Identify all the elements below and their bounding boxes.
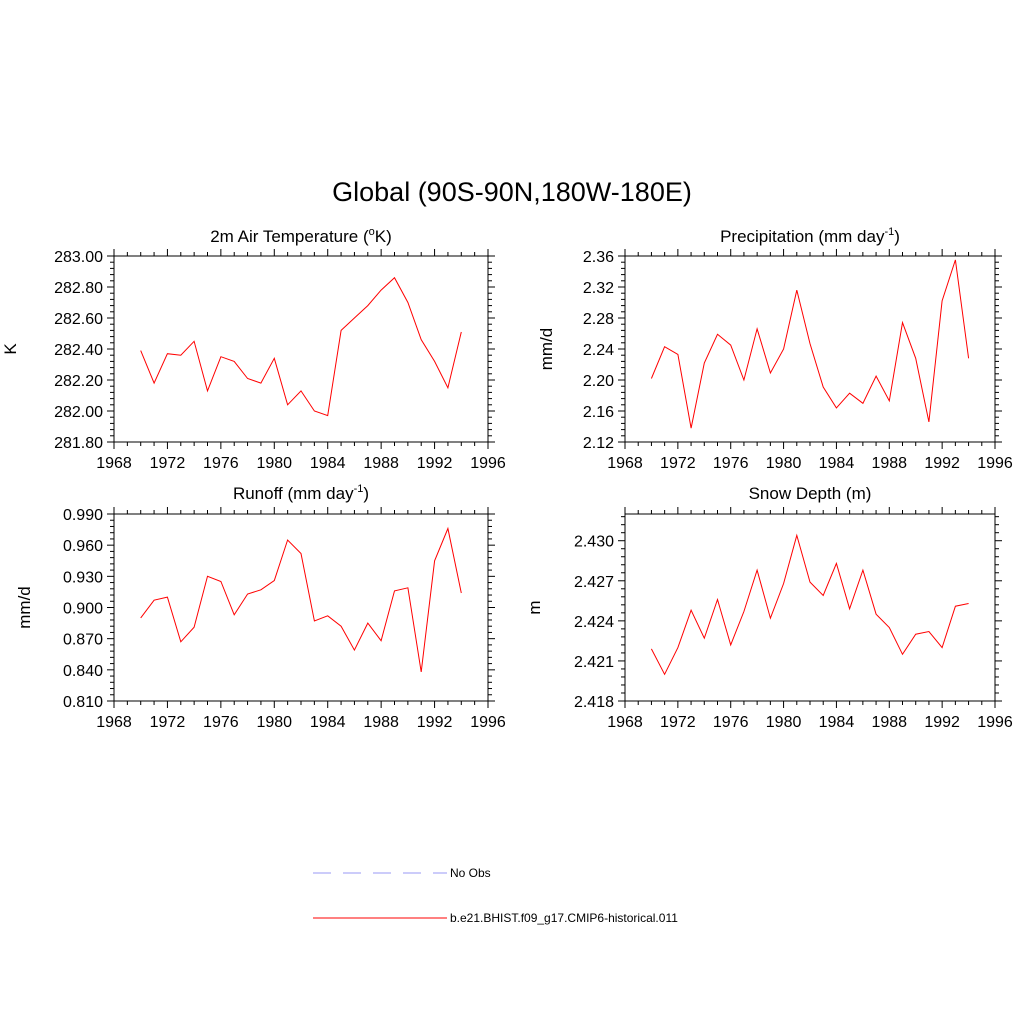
- panel-title-text: Snow Depth (m): [749, 484, 872, 503]
- y-axis-label: mm/d: [537, 328, 556, 371]
- y-tick-label: 0.990: [63, 507, 103, 524]
- x-tick-label: 1992: [924, 455, 960, 472]
- x-tick-label: 1992: [417, 714, 453, 731]
- series-line-1: [650, 533, 969, 676]
- x-tick-label: 1996: [977, 455, 1013, 472]
- legend-item-2: b.e21.BHIST.f09_g17.CMIP6-historical.011: [313, 911, 678, 925]
- x-tick-label: 1980: [256, 714, 292, 731]
- panel-title-superscript: -1: [884, 226, 894, 238]
- x-tick-label: 1996: [470, 714, 506, 731]
- x-tick-label: 1996: [470, 455, 506, 472]
- chart-panel-4: Snow Depth (m) m 1968 1972 1976 1980 1984 1988 1…: [525, 484, 1013, 731]
- y-tick-label: 2.12: [583, 435, 614, 452]
- y-tick-label: 2.20: [583, 373, 614, 390]
- x-tick-label: 1972: [660, 455, 696, 472]
- x-tick-label: 1976: [713, 714, 749, 731]
- figure-title: Global (90S-90N,180W-180E): [332, 177, 692, 207]
- y-axis-label: mm/d: [15, 586, 34, 629]
- y-tick-label: 0.870: [63, 632, 103, 649]
- y-tick-label: 2.28: [583, 311, 614, 328]
- series-line-1: [650, 259, 970, 429]
- panel-title: Precipitation (mm day-1): [720, 226, 900, 246]
- x-tick-label: 1976: [203, 455, 239, 472]
- y-tick-label: 2.32: [583, 280, 614, 297]
- legend-item-1: No Obs: [313, 866, 491, 880]
- chart-panel-3: Runoff (mm day-1) mm/d 1968 1972 1976 1980 198…: [15, 483, 506, 731]
- x-tick-label: 1984: [310, 455, 346, 472]
- x-tick-label: 1972: [150, 714, 186, 731]
- y-tick-label: 0.810: [63, 694, 103, 711]
- legend-label: No Obs: [450, 866, 491, 880]
- x-tick-label: 1988: [871, 714, 907, 731]
- panel-title: Snow Depth (m): [749, 484, 872, 503]
- series-line-1: [140, 276, 462, 417]
- panel-title-superscript: o: [369, 226, 375, 238]
- y-tick-label: 2.36: [583, 249, 614, 266]
- x-tick-label: 1980: [766, 714, 802, 731]
- y-tick-label: 282.20: [54, 373, 103, 390]
- chart-panels: 2m Air Temperature (oK) K 1968 1972 1976 1980…: [1, 226, 1013, 731]
- x-tick-label: 1980: [766, 455, 802, 472]
- x-tick-label: 1988: [871, 455, 907, 472]
- x-tick-label: 1984: [819, 455, 855, 472]
- x-tick-label: 1992: [924, 714, 960, 731]
- x-tick-label: 1984: [310, 714, 346, 731]
- x-tick-label: 1968: [96, 455, 132, 472]
- y-axis-label: K: [1, 343, 20, 355]
- y-axis-label: m: [525, 600, 544, 614]
- x-tick-label: 1988: [363, 714, 399, 731]
- x-tick-label: 1976: [713, 455, 749, 472]
- panel-title-text-end: ): [363, 484, 369, 503]
- series-line-1: [140, 526, 462, 672]
- y-tick-label: 2.16: [583, 404, 614, 421]
- panel-title: Runoff (mm day-1): [233, 483, 369, 503]
- y-tick-label: 2.418: [574, 694, 614, 711]
- plot-frame: [113, 255, 489, 443]
- panel-title-text: 2m Air Temperature (: [210, 227, 369, 246]
- panel-title-text: Precipitation (mm day: [720, 227, 885, 246]
- x-tick-label: 1968: [607, 714, 643, 731]
- plot-frame: [624, 255, 996, 443]
- y-tick-label: 283.00: [54, 249, 103, 266]
- x-tick-label: 1972: [660, 714, 696, 731]
- y-tick-label: 282.80: [54, 280, 103, 297]
- y-tick-label: 281.80: [54, 435, 103, 452]
- legend-label: b.e21.BHIST.f09_g17.CMIP6-historical.011: [450, 911, 678, 925]
- x-tick-label: 1992: [417, 455, 453, 472]
- x-tick-label: 1996: [977, 714, 1013, 731]
- y-tick-label: 0.900: [63, 601, 103, 618]
- chart-panel-2: Precipitation (mm day-1) mm/d 1968 1972 1976…: [537, 226, 1013, 472]
- x-tick-label: 1984: [819, 714, 855, 731]
- x-tick-label: 1972: [150, 455, 186, 472]
- y-tick-label: 0.960: [63, 538, 103, 555]
- y-tick-label: 0.840: [63, 663, 103, 680]
- y-tick-label: 2.421: [574, 654, 614, 671]
- plot-frame: [624, 513, 996, 702]
- y-tick-label: 282.60: [54, 311, 103, 328]
- x-tick-label: 1980: [256, 455, 292, 472]
- chart-panel-1: 2m Air Temperature (oK) K 1968 1972 1976 1980…: [1, 226, 506, 472]
- y-tick-label: 2.430: [574, 534, 614, 551]
- legend: No Obs b.e21.BHIST.f09_g17.CMIP6-historic…: [313, 866, 678, 925]
- y-tick-label: 2.424: [574, 614, 614, 631]
- panel-title-superscript: -1: [354, 483, 364, 495]
- x-tick-label: 1968: [607, 455, 643, 472]
- panel-title: 2m Air Temperature (oK): [210, 226, 392, 246]
- y-tick-label: 282.40: [54, 342, 103, 359]
- panel-title-text-end: K): [375, 227, 392, 246]
- x-tick-label: 1968: [96, 714, 132, 731]
- y-tick-label: 2.24: [583, 342, 614, 359]
- panel-title-text-end: ): [894, 227, 900, 246]
- y-tick-label: 0.930: [63, 569, 103, 586]
- y-tick-label: 2.427: [574, 574, 614, 591]
- panel-title-text: Runoff (mm day: [233, 484, 354, 503]
- x-tick-label: 1976: [203, 714, 239, 731]
- x-tick-label: 1988: [363, 455, 399, 472]
- y-tick-label: 282.00: [54, 404, 103, 421]
